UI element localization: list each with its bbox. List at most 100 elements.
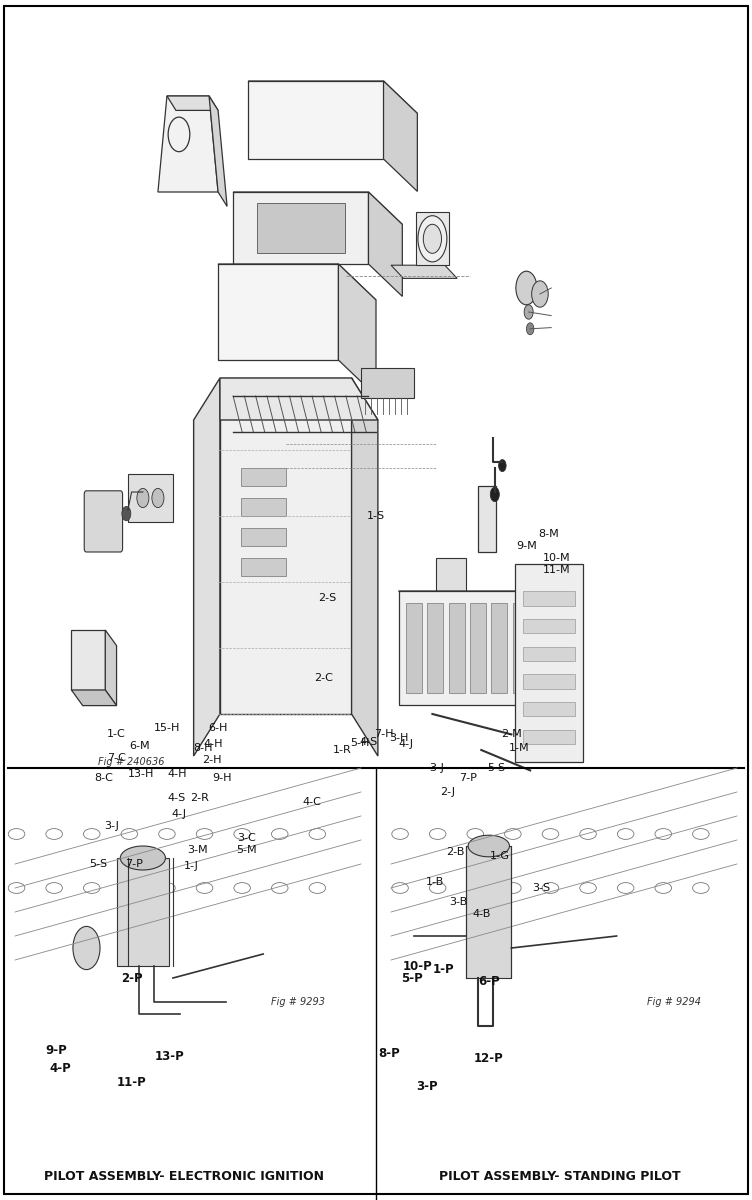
Text: 10-M: 10-M (543, 553, 570, 563)
Text: Fig # 240636: Fig # 240636 (98, 757, 164, 767)
Text: 2-M: 2-M (501, 730, 522, 739)
Text: 3-S: 3-S (532, 883, 550, 893)
Text: Fig # 9293: Fig # 9293 (271, 997, 325, 1007)
Text: 5-M: 5-M (236, 845, 257, 854)
Polygon shape (436, 558, 466, 612)
Text: 8-P: 8-P (379, 1048, 400, 1060)
Text: PILOT ASSEMBLY- ELECTRONIC IGNITION: PILOT ASSEMBLY- ELECTRONIC IGNITION (44, 1170, 324, 1182)
Text: 3-C: 3-C (238, 833, 256, 842)
Circle shape (516, 271, 537, 305)
Bar (526, 600, 538, 672)
Text: 8-M: 8-M (538, 529, 559, 539)
Text: 3-J: 3-J (104, 821, 119, 830)
Text: 1-R: 1-R (333, 745, 351, 755)
Text: 1-M: 1-M (508, 743, 529, 752)
Text: 6-H: 6-H (208, 724, 228, 733)
Polygon shape (105, 630, 117, 706)
Text: 15-H: 15-H (153, 724, 180, 733)
Polygon shape (158, 96, 218, 192)
Bar (515, 564, 583, 762)
Text: 11-M: 11-M (543, 565, 570, 575)
Text: 2-J: 2-J (440, 787, 455, 797)
Bar (466, 846, 511, 978)
Text: 2-S: 2-S (318, 593, 336, 602)
Text: 2-R: 2-R (190, 793, 209, 803)
Polygon shape (241, 558, 286, 576)
Text: 9-H: 9-H (212, 773, 232, 782)
Text: 10-P: 10-P (402, 960, 432, 972)
Text: 9-M: 9-M (516, 541, 537, 551)
Text: 6-P: 6-P (478, 976, 499, 988)
Polygon shape (218, 264, 376, 300)
Circle shape (499, 460, 506, 472)
Polygon shape (248, 80, 417, 114)
Text: 1-S: 1-S (367, 511, 385, 521)
Polygon shape (256, 203, 344, 253)
Text: 4-C: 4-C (302, 797, 322, 806)
Text: 7-H: 7-H (374, 730, 393, 739)
Text: Fig # 9294: Fig # 9294 (647, 997, 701, 1007)
Polygon shape (193, 378, 220, 756)
Text: 5-H: 5-H (350, 738, 369, 748)
Text: 4-J: 4-J (171, 809, 186, 818)
Polygon shape (368, 192, 402, 296)
Bar (470, 602, 486, 692)
Text: 1-C: 1-C (108, 730, 126, 739)
Bar (416, 212, 449, 265)
Polygon shape (218, 264, 338, 360)
Text: 2-H: 2-H (202, 755, 222, 764)
Ellipse shape (468, 835, 510, 857)
Text: 3-B: 3-B (450, 898, 468, 907)
Text: 4-H: 4-H (203, 739, 223, 749)
Polygon shape (241, 468, 286, 486)
Bar (523, 592, 575, 606)
Circle shape (418, 216, 447, 262)
Text: 5-S: 5-S (487, 763, 505, 773)
Polygon shape (241, 498, 286, 516)
Circle shape (526, 323, 534, 335)
Polygon shape (384, 80, 417, 191)
Text: PILOT ASSEMBLY- STANDING PILOT: PILOT ASSEMBLY- STANDING PILOT (439, 1170, 681, 1182)
Bar (513, 602, 529, 692)
Text: 3-M: 3-M (186, 845, 208, 854)
Bar (523, 619, 575, 634)
Polygon shape (233, 192, 368, 264)
Circle shape (137, 488, 149, 508)
Text: 1-P: 1-P (433, 964, 454, 976)
Circle shape (122, 506, 131, 521)
Text: 1-B: 1-B (426, 877, 444, 887)
Text: 4-H: 4-H (167, 769, 186, 779)
Bar (523, 647, 575, 661)
Bar (406, 602, 422, 692)
Polygon shape (351, 378, 378, 756)
FancyBboxPatch shape (84, 491, 123, 552)
Text: 12-P: 12-P (474, 1052, 504, 1064)
Circle shape (532, 281, 548, 307)
Text: 3-J: 3-J (429, 763, 444, 773)
Polygon shape (241, 528, 286, 546)
Text: 7-C: 7-C (107, 754, 126, 763)
Polygon shape (391, 265, 457, 278)
Text: 4-S: 4-S (168, 793, 186, 803)
Bar (117, 858, 169, 966)
Polygon shape (220, 378, 378, 420)
Text: 4-S: 4-S (359, 737, 378, 746)
Text: 6-M: 6-M (129, 742, 150, 751)
Polygon shape (478, 486, 496, 552)
Text: 8-H: 8-H (193, 743, 213, 752)
Bar (523, 674, 575, 689)
Text: 7-P: 7-P (459, 773, 477, 782)
Polygon shape (71, 690, 117, 706)
Polygon shape (399, 590, 575, 624)
Text: 3-P: 3-P (417, 1080, 438, 1092)
Text: 7-P: 7-P (125, 859, 143, 869)
Polygon shape (338, 264, 376, 396)
Text: 2-P: 2-P (121, 972, 142, 984)
Polygon shape (220, 378, 351, 714)
Circle shape (73, 926, 100, 970)
Polygon shape (248, 80, 384, 158)
Text: 9-P: 9-P (46, 1044, 67, 1056)
Text: 4-J: 4-J (399, 739, 414, 749)
Text: 2-C: 2-C (314, 673, 333, 683)
Bar (427, 602, 444, 692)
